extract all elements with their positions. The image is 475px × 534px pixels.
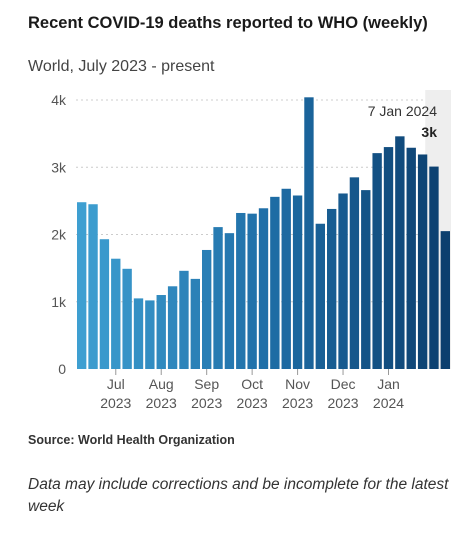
bar[interactable] (406, 147, 416, 369)
x-tick-month: Dec (331, 376, 356, 392)
bar[interactable] (417, 154, 428, 369)
bar[interactable] (88, 204, 98, 369)
x-tick-month: Jul (107, 376, 125, 392)
bar[interactable] (440, 231, 450, 369)
bar-chart: 0 1k 2k 3k 4k Jul 2023 Aug 2023 Sep 2023 Oct 2023 No… (51, 90, 451, 411)
bar[interactable] (429, 166, 439, 369)
bar[interactable] (179, 270, 189, 369)
bar[interactable] (213, 227, 223, 369)
x-tick-year: 2023 (237, 395, 268, 411)
y-tick-label: 2k (51, 227, 67, 243)
bars (77, 97, 450, 369)
bar[interactable] (122, 268, 132, 369)
chart-subtitle: World, July 2023 - present (28, 58, 215, 75)
bar[interactable] (281, 188, 291, 369)
bar[interactable] (327, 208, 337, 369)
bar[interactable] (349, 177, 360, 369)
bar[interactable] (236, 212, 246, 369)
highlight-value: 3k (421, 124, 437, 140)
x-axis: Jul 2023 Aug 2023 Sep 2023 Oct 2023 Nov 2023 Dec 20… (100, 369, 404, 411)
chart-title: Recent COVID-19 deaths reported to WHO (… (28, 14, 428, 32)
bar[interactable] (395, 136, 405, 369)
y-tick-label: 3k (51, 159, 67, 175)
highlight-date: 7 Jan 2024 (368, 103, 437, 119)
x-tick-month: Nov (285, 376, 310, 392)
data-note: Data may include corrections and be inco… (28, 476, 449, 515)
bar[interactable] (167, 286, 178, 369)
bar[interactable] (247, 213, 257, 369)
bar[interactable] (270, 196, 280, 369)
x-tick-year: 2023 (282, 395, 313, 411)
bar[interactable] (99, 239, 110, 369)
bar[interactable] (190, 278, 200, 369)
x-tick-year: 2023 (100, 395, 131, 411)
bar[interactable] (145, 300, 155, 369)
bar[interactable] (361, 190, 371, 369)
y-tick-label: 1k (51, 294, 67, 310)
bar[interactable] (156, 295, 166, 369)
x-tick-month: Sep (194, 376, 219, 392)
highlight-annotation: 7 Jan 2024 3k (368, 103, 438, 140)
x-tick-year: 2023 (146, 395, 177, 411)
y-tick-label: 0 (58, 361, 66, 377)
x-tick-month: Jan (377, 376, 400, 392)
bar[interactable] (111, 258, 121, 369)
y-axis: 0 1k 2k 3k 4k (51, 92, 67, 377)
bar[interactable] (372, 153, 382, 369)
bar[interactable] (383, 147, 394, 369)
bar[interactable] (304, 97, 314, 369)
bar[interactable] (77, 202, 87, 369)
source-label: Source: World Health Organization (28, 433, 235, 447)
bar[interactable] (338, 193, 348, 369)
x-tick-year: 2024 (373, 395, 404, 411)
y-tick-label: 4k (51, 92, 67, 108)
bar[interactable] (224, 233, 235, 369)
x-tick-month: Aug (149, 376, 174, 392)
x-tick-year: 2023 (191, 395, 222, 411)
bar[interactable] (258, 208, 269, 369)
bar[interactable] (133, 298, 144, 369)
x-tick-year: 2023 (327, 395, 358, 411)
bar[interactable] (202, 249, 212, 369)
bar[interactable] (292, 195, 303, 369)
x-tick-month: Oct (241, 376, 263, 392)
bar[interactable] (315, 223, 325, 369)
